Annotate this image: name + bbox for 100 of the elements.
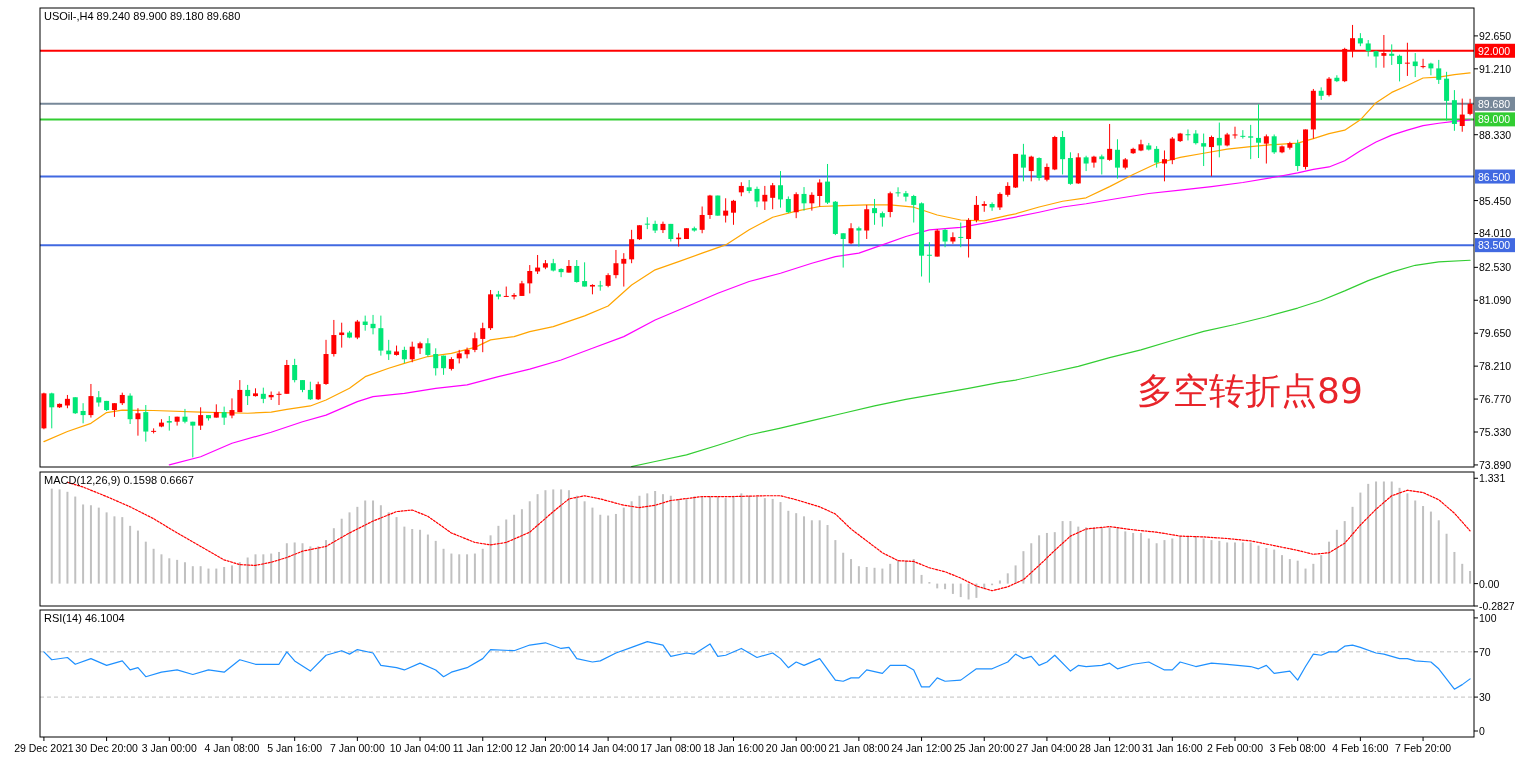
bar: [795, 513, 798, 584]
candlestick: [730, 199, 736, 226]
bar: [1038, 535, 1041, 584]
y-tick-label: 82.530: [1479, 261, 1512, 274]
bar: [638, 495, 641, 584]
bar: [176, 559, 179, 584]
chart-title: MACD(12,26,9) 0.1598 0.6667: [44, 474, 194, 486]
x-tick-label: 12 Jan 20:00: [515, 742, 576, 754]
bar: [552, 489, 555, 584]
y-tick-label: 0.00: [1479, 577, 1500, 590]
bar: [850, 559, 853, 584]
candlestick: [237, 379, 243, 413]
bar: [1186, 536, 1189, 584]
x-tick-label: 20 Jan 00:00: [765, 742, 827, 754]
bar: [1069, 521, 1072, 584]
candlestick: [1036, 156, 1042, 182]
bar: [1406, 493, 1409, 584]
bar: [520, 509, 523, 584]
candlestick: [1459, 98, 1465, 133]
bar: [1045, 532, 1048, 584]
bar: [959, 583, 962, 598]
candlestick: [1271, 133, 1277, 155]
bar: [246, 557, 249, 584]
ref-line-label: 83.500: [1478, 239, 1511, 252]
candlestick: [1201, 133, 1207, 167]
bar: [944, 583, 947, 590]
bar: [419, 529, 422, 584]
candlestick: [1397, 54, 1403, 82]
candlestick: [558, 267, 564, 278]
bar: [1116, 527, 1119, 584]
bar: [497, 525, 500, 584]
bar: [693, 496, 696, 584]
bar: [1241, 542, 1244, 584]
candlestick: [848, 222, 854, 245]
bar: [1367, 483, 1370, 584]
candlestick: [433, 347, 439, 377]
bar: [740, 493, 743, 584]
bar: [1155, 543, 1158, 584]
bar: [144, 541, 147, 584]
candlestick: [895, 186, 901, 198]
candlestick: [1161, 149, 1167, 182]
bar: [967, 583, 970, 600]
bar: [230, 565, 233, 584]
bar: [1061, 521, 1064, 584]
bar: [677, 498, 680, 584]
candlestick: [1091, 155, 1097, 169]
x-tick-label: 4 Feb 16:00: [1332, 742, 1389, 754]
ref-line-label: 89.680: [1478, 97, 1511, 110]
candlestick: [903, 190, 909, 202]
bar: [325, 540, 328, 584]
line-series: [43, 641, 1471, 690]
bar: [567, 490, 570, 584]
bar: [1288, 559, 1291, 584]
bar: [724, 498, 727, 584]
candlestick: [1114, 138, 1120, 180]
bar: [1147, 538, 1150, 584]
candlestick: [950, 231, 956, 245]
bar: [58, 489, 61, 584]
candlestick: [1420, 58, 1426, 69]
bar: [669, 495, 672, 584]
chart-title: USOil-,H4 89.240 89.900 89.180 89.680: [44, 10, 241, 22]
bar: [1249, 542, 1252, 584]
candlestick: [229, 397, 235, 419]
candlestick: [1216, 122, 1222, 158]
bar: [920, 574, 923, 584]
bar: [340, 518, 343, 584]
bar: [489, 535, 492, 584]
x-tick-label: 5 Jan 16:00: [267, 742, 323, 754]
bar: [528, 501, 531, 584]
candlestick: [370, 314, 376, 335]
candlestick: [221, 406, 227, 426]
candlestick: [1208, 135, 1214, 177]
bar: [1429, 511, 1432, 584]
bar: [857, 566, 860, 584]
bar: [426, 534, 429, 584]
candlestick: [1326, 76, 1332, 98]
bar: [708, 496, 711, 584]
bar: [787, 510, 790, 584]
candlestick: [942, 228, 948, 248]
bar: [763, 498, 766, 584]
candlestick: [425, 337, 431, 358]
bar: [1179, 536, 1182, 584]
bar: [1304, 568, 1307, 584]
candlestick: [809, 191, 815, 212]
candlestick: [182, 408, 188, 424]
bar: [317, 546, 320, 584]
candlestick: [1389, 43, 1395, 66]
candlestick: [973, 195, 979, 223]
bar: [1351, 506, 1354, 584]
bar: [442, 548, 445, 584]
candlestick: [887, 191, 893, 218]
bar: [458, 554, 461, 584]
candlestick: [872, 198, 878, 226]
candlestick: [597, 280, 603, 292]
bar: [716, 496, 719, 584]
bar: [301, 543, 304, 584]
bar: [238, 562, 241, 584]
bar: [113, 516, 116, 584]
candlestick: [307, 381, 313, 401]
bar: [661, 494, 664, 584]
